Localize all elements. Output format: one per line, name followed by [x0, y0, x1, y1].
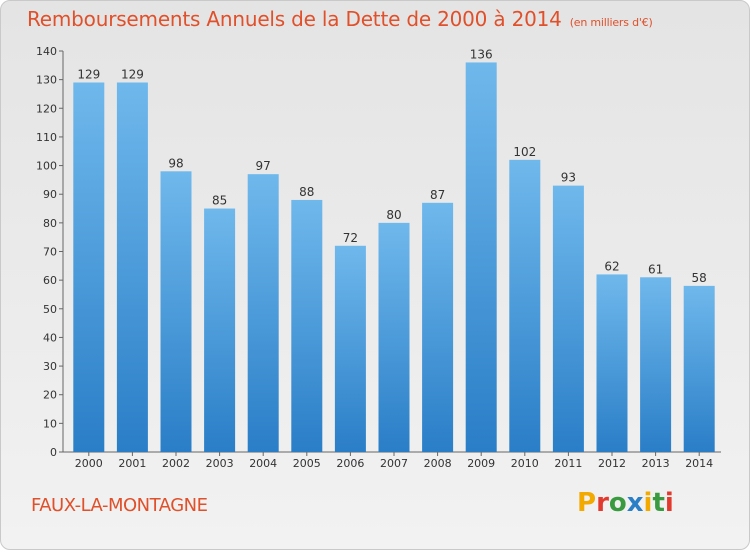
x-tick-label: 2014 [685, 457, 713, 470]
data-label-2013: 61 [648, 262, 663, 276]
data-label-2001: 129 [121, 68, 144, 82]
x-tick-label: 2000 [75, 457, 103, 470]
bar-2011[interactable] [552, 185, 584, 452]
bar-2002[interactable] [160, 171, 192, 453]
bar-2003[interactable] [204, 208, 236, 452]
x-tick-label: 2006 [336, 457, 364, 470]
x-tick-label: 2005 [293, 457, 321, 470]
bar-2006[interactable] [334, 245, 366, 452]
bar-2001[interactable] [116, 82, 148, 452]
data-label-2002: 98 [168, 156, 183, 170]
y-tick-label: 20 [43, 389, 57, 402]
bar-2014[interactable] [683, 285, 715, 452]
bar-2010[interactable] [509, 159, 541, 453]
data-label-2004: 97 [256, 159, 271, 173]
data-label-2014: 58 [692, 271, 707, 285]
data-label-2008: 87 [430, 188, 445, 202]
x-tick-label: 2003 [206, 457, 234, 470]
logo-letter: r [596, 488, 609, 518]
bar-2012[interactable] [596, 274, 628, 452]
x-tick-label: 2011 [554, 457, 582, 470]
bar-2009[interactable] [465, 62, 497, 452]
x-tick-label: 2001 [118, 457, 146, 470]
chart-unit: (en milliers d'€) [569, 16, 653, 29]
logo-letter: i [643, 488, 653, 518]
x-tick-label: 2004 [249, 457, 277, 470]
bar-2005[interactable] [291, 199, 323, 452]
y-tick-label: 10 [43, 417, 57, 430]
bar-2004[interactable] [247, 174, 279, 452]
y-tick-label: 60 [43, 274, 57, 287]
y-tick-label: 0 [50, 446, 57, 459]
commune-name: FAUX-LA-MONTAGNE [31, 495, 208, 516]
data-label-2003: 85 [212, 194, 227, 208]
data-label-2011: 93 [561, 171, 576, 185]
data-label-2000: 129 [77, 68, 100, 82]
bar-2007[interactable] [378, 222, 410, 452]
x-tick-label: 2012 [598, 457, 626, 470]
data-label-2007: 80 [386, 208, 401, 222]
y-tick-label: 70 [43, 246, 57, 259]
x-tick-label: 2002 [162, 457, 190, 470]
y-tick-label: 30 [43, 360, 57, 373]
y-tick-label: 140 [36, 45, 57, 58]
y-tick-label: 50 [43, 303, 57, 316]
chart-title: Remboursements Annuels de la Dette de 20… [27, 7, 653, 31]
y-tick-label: 110 [36, 131, 57, 144]
data-label-2010: 102 [513, 145, 536, 159]
x-tick-label: 2013 [642, 457, 670, 470]
y-tick-label: 130 [36, 74, 57, 87]
data-label-2006: 72 [343, 231, 358, 245]
logo-letter: x [626, 488, 644, 518]
bar-2013[interactable] [640, 277, 672, 452]
chart-title-text: Remboursements Annuels de la Dette de 20… [27, 7, 562, 31]
x-tick-label: 2008 [424, 457, 452, 470]
y-tick-label: 90 [43, 188, 57, 201]
x-tick-label: 2007 [380, 457, 408, 470]
logo-letter: o [608, 488, 627, 518]
logo-letter: P [577, 488, 597, 518]
x-tick-label: 2009 [467, 457, 495, 470]
data-label-2009: 136 [470, 47, 493, 61]
y-tick-label: 80 [43, 217, 57, 230]
y-tick-label: 40 [43, 331, 57, 344]
logo-letter: i [664, 488, 674, 518]
data-label-2012: 62 [604, 259, 619, 273]
bar-2000[interactable] [73, 82, 105, 452]
y-tick-label: 100 [36, 160, 57, 173]
x-tick-label: 2010 [511, 457, 539, 470]
bar-2008[interactable] [422, 202, 454, 452]
y-tick-label: 120 [36, 102, 57, 115]
data-label-2005: 88 [299, 185, 314, 199]
proxiti-logo[interactable]: Proxiti [577, 488, 674, 518]
logo-letter: t [652, 488, 665, 518]
